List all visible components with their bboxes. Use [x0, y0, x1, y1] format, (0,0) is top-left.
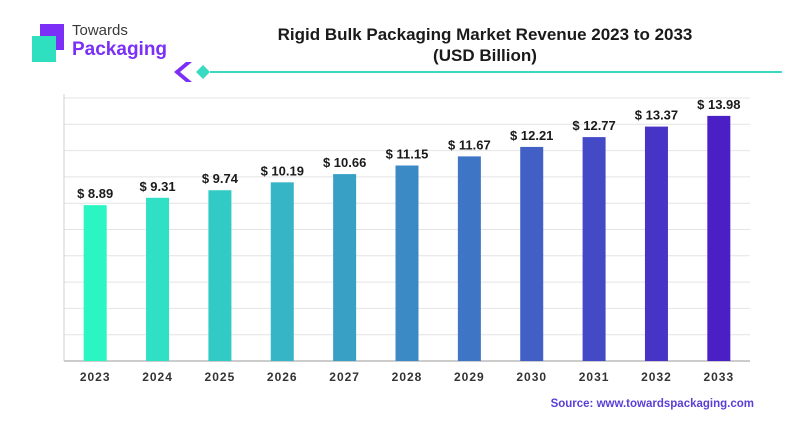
data-label-2029: $ 11.67	[448, 137, 491, 152]
x-tick-label-2026: 2026	[267, 370, 298, 384]
logo-text-bottom: Packaging	[72, 39, 168, 60]
x-tick-label-2025: 2025	[205, 370, 236, 384]
chart-title-line1: Rigid Bulk Packaging Market Revenue 2023…	[277, 25, 693, 44]
data-label-2030: $ 12.21	[510, 128, 553, 143]
x-tick-label-2031: 2031	[579, 370, 610, 384]
data-label-2028: $ 11.15	[386, 147, 429, 162]
source-credit: Source: www.towardspackaging.com	[550, 398, 754, 410]
data-label-2026: $ 10.19	[261, 163, 304, 178]
x-tick-label-2032: 2032	[641, 370, 672, 384]
x-tick-label-2033: 2033	[703, 370, 734, 384]
data-label-2027: $ 10.66	[323, 155, 366, 170]
logo-text-top: Towards	[72, 22, 128, 39]
data-label-2024: $ 9.31	[139, 179, 175, 194]
x-tick-label-2023: 2023	[80, 370, 111, 384]
bar-2024	[146, 197, 170, 361]
bar-2028	[395, 165, 419, 361]
data-label-2023: $ 8.89	[77, 186, 113, 201]
data-label-2032: $ 13.37	[635, 108, 678, 123]
chevron-left-icon	[174, 62, 192, 82]
data-label-2033: $ 13.98	[697, 97, 740, 112]
bar-2023	[83, 205, 107, 361]
data-label-2031: $ 12.77	[572, 118, 615, 133]
packaging-logo-icon	[32, 24, 64, 62]
x-tick-label-2024: 2024	[142, 370, 173, 384]
bar-2029	[457, 156, 481, 361]
bar-2030	[520, 146, 544, 361]
chart-title: Rigid Bulk Packaging Market Revenue 2023…	[200, 24, 770, 66]
x-tick-label-2028: 2028	[392, 370, 423, 384]
bar-2027	[333, 174, 357, 361]
data-label-2025: $ 9.74	[202, 171, 239, 186]
x-tick-label-2030: 2030	[516, 370, 547, 384]
diamond-icon	[196, 65, 210, 79]
bar-2031	[582, 137, 606, 361]
bar-2032	[644, 126, 668, 361]
chart-title-line2: (USD Billion)	[433, 46, 537, 65]
title-divider	[174, 62, 782, 82]
bar-2026	[270, 182, 294, 361]
bar-2033	[707, 115, 731, 361]
x-tick-label-2027: 2027	[329, 370, 360, 384]
bar-2025	[208, 190, 232, 361]
brand-logo: Towards Packaging	[30, 20, 210, 68]
x-tick-label-2029: 2029	[454, 370, 485, 384]
